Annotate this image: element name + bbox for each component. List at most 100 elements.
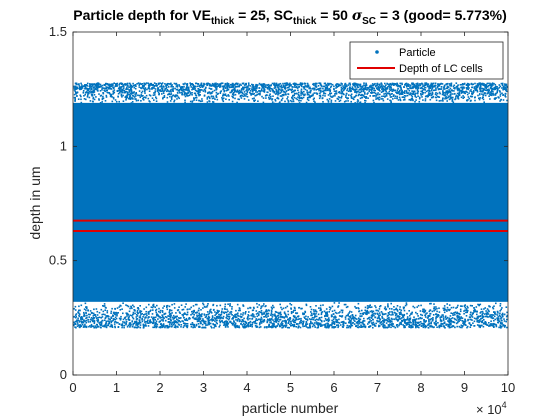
particle-point: [464, 321, 466, 323]
particle-point: [82, 92, 85, 94]
particle-point: [80, 86, 82, 89]
particle-point: [165, 87, 167, 90]
particle-point: [181, 309, 184, 311]
particle-point: [354, 95, 356, 98]
particle-point: [112, 97, 115, 100]
particle-point: [428, 89, 431, 92]
particle-point: [243, 86, 246, 88]
particle-point: [277, 94, 279, 96]
particle-point: [350, 88, 353, 90]
particle-point: [132, 82, 134, 85]
particle-point: [145, 97, 147, 99]
particle-point: [274, 315, 276, 317]
particle-point: [421, 96, 423, 98]
particle-point: [247, 85, 249, 87]
particle-point: [492, 323, 494, 325]
particle-point: [231, 84, 234, 87]
particle-point: [251, 317, 254, 320]
particle-point: [317, 325, 320, 328]
particle-point: [479, 83, 482, 86]
particle-point: [327, 82, 329, 85]
particle-point: [404, 83, 407, 85]
particle-point: [91, 95, 94, 97]
particle-point: [371, 90, 373, 92]
particle-point: [236, 83, 239, 86]
particle-point: [488, 89, 490, 92]
particle-point: [312, 318, 315, 321]
particle-point: [421, 91, 424, 94]
particle-point: [486, 324, 488, 326]
particle-point: [294, 309, 296, 312]
particle-point: [171, 84, 173, 86]
particle-point: [196, 303, 198, 306]
particle-point: [100, 321, 103, 323]
particle-point: [497, 96, 499, 98]
particle-point: [459, 84, 462, 86]
particle-point: [260, 307, 262, 310]
particle-point: [318, 322, 321, 325]
particle-point: [305, 304, 308, 307]
particle-point: [226, 83, 229, 86]
particle-point: [130, 90, 133, 93]
particle-point: [227, 88, 230, 91]
particle-point: [462, 320, 465, 323]
particle-point: [395, 307, 398, 310]
particle-point: [487, 86, 489, 88]
particle-point: [364, 87, 367, 89]
particle-point: [315, 89, 317, 91]
particle-point: [148, 87, 150, 89]
particle-point: [234, 87, 236, 90]
particle-point: [164, 87, 166, 90]
particle-point: [421, 87, 424, 90]
particle-point: [502, 99, 505, 101]
particle-point: [417, 304, 420, 307]
particle-point: [204, 322, 207, 325]
particle-point: [277, 91, 280, 94]
particle-point: [110, 85, 113, 87]
particle-point: [414, 322, 417, 324]
particle-point: [139, 311, 141, 314]
particle-point: [306, 98, 309, 101]
particle-point: [161, 314, 163, 316]
particle-point: [171, 303, 173, 306]
particle-point: [334, 93, 336, 95]
particle-point: [382, 85, 385, 87]
particle-point: [429, 98, 432, 101]
particle-point: [307, 316, 309, 318]
particle-point: [252, 90, 254, 92]
particle-point: [333, 309, 336, 312]
particle-point: [125, 320, 128, 323]
particle-point: [445, 309, 447, 311]
particle-point: [479, 324, 481, 327]
particle-point: [357, 90, 359, 93]
particle-point: [205, 315, 207, 318]
particle-point: [431, 326, 433, 328]
particle-point: [477, 319, 480, 322]
particle-point: [244, 320, 247, 323]
particle-point: [88, 325, 90, 328]
particle-point: [487, 90, 490, 92]
particle-point: [418, 96, 421, 99]
particle-point: [263, 303, 265, 305]
particle-point: [199, 322, 202, 325]
particle-point: [208, 100, 210, 102]
particle-point: [213, 326, 215, 329]
particle-point: [475, 85, 477, 87]
particle-point: [416, 88, 419, 91]
particle-point: [367, 97, 369, 99]
particle-point: [371, 323, 374, 325]
particle-point: [84, 320, 86, 322]
particle-point: [360, 324, 362, 326]
particle-point: [445, 83, 448, 86]
particle-point: [187, 87, 189, 90]
particle-point: [378, 96, 381, 99]
particle-point: [215, 94, 218, 97]
particle-point: [481, 90, 484, 93]
particle-point: [148, 311, 150, 313]
particle-point: [328, 311, 330, 313]
particle-point: [202, 303, 205, 306]
particle-point: [429, 312, 432, 315]
particle-point: [335, 316, 337, 318]
particle-point: [256, 85, 258, 87]
particle-point: [171, 321, 174, 324]
